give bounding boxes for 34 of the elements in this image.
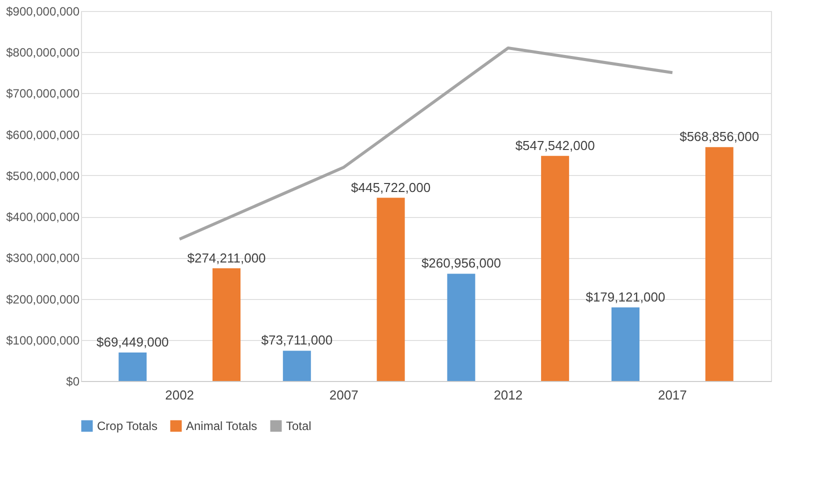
legend-label: Animal Totals [186,419,258,433]
data-label: $260,956,000 [421,256,501,271]
bar [705,147,734,381]
y-tick-label: $500,000,000 [6,168,80,183]
legend-label: Crop Totals [97,419,158,433]
x-tick-label: 2007 [329,388,358,402]
data-label: $69,449,000 [96,334,169,350]
data-label: $274,211,000 [187,250,266,266]
bar [282,350,311,381]
x-tick-label: 2012 [494,388,523,402]
y-tick-label: $600,000,000 [6,128,80,142]
y-tick-label: $800,000,000 [6,46,80,60]
x-tick-label: 2002 [165,388,194,402]
y-tick-label: $300,000,000 [6,251,80,266]
data-label: $73,711,000 [261,332,333,348]
data-label: $445,722,000 [351,180,431,195]
bar [541,156,570,381]
bar [611,307,640,381]
y-tick-label: $900,000,000 [6,4,80,18]
data-label: $179,121,000 [586,289,666,304]
bar [447,274,476,381]
y-tick-label: $200,000,000 [6,292,80,306]
x-tick-label: 2017 [658,388,687,402]
line-series [178,46,674,241]
y-tick-label: $400,000,000 [6,210,80,224]
y-tick-label: $700,000,000 [6,86,80,101]
legend-label: Total [286,419,312,433]
data-label: $568,856,000 [680,129,760,144]
y-tick-label: $100,000,000 [6,333,80,348]
bar [212,268,241,381]
y-tick-label: $0 [66,374,80,388]
bar [376,198,405,381]
bar [118,352,147,381]
data-label: $547,542,000 [515,138,595,153]
